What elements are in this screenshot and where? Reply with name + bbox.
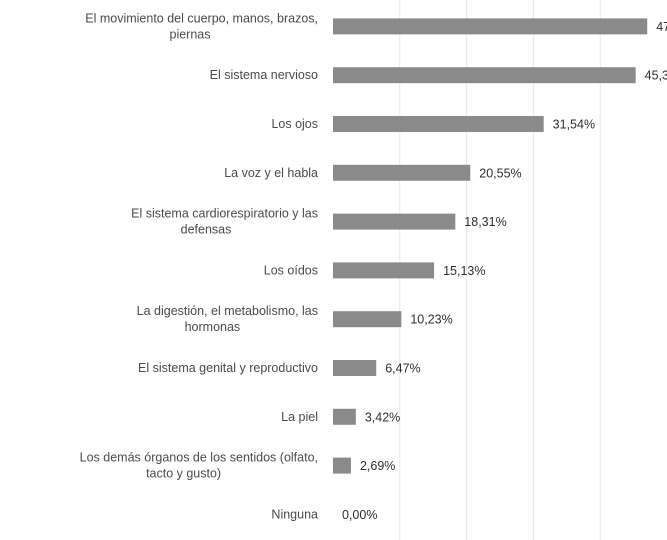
bar: [333, 164, 471, 181]
category-label: La voz y el habla: [224, 166, 318, 180]
category-label: El sistema genital y reproductivo: [138, 361, 318, 375]
category-label: El movimiento del cuerpo, manos, brazos,…: [85, 11, 318, 41]
bar: [333, 262, 435, 279]
category-label: Ninguna: [271, 507, 318, 521]
category-label: El sistema nervioso: [210, 68, 318, 82]
value-labels: 47,04% 45,31% 31,54% 20,55% 18,31% 15,13% 10,2…: [342, 20, 667, 522]
value-label: 2,69%: [360, 459, 395, 473]
bar: [333, 311, 402, 328]
value-label: 31,54%: [553, 118, 595, 132]
category-label: La digestión, el metabolismo, las hormona…: [137, 304, 318, 334]
value-label: 18,31%: [464, 215, 506, 229]
category-label: Los oídos: [264, 263, 318, 277]
value-label: 10,23%: [410, 313, 452, 327]
bar: [333, 67, 636, 84]
value-label: 0,00%: [342, 508, 377, 522]
value-label: 47,04%: [656, 20, 667, 34]
value-label: 3,42%: [365, 410, 400, 424]
bar: [333, 457, 351, 474]
category-label: Los demás órganos de los sentidos (olfat…: [80, 451, 318, 481]
category-label: La piel: [281, 410, 318, 424]
bar: [333, 18, 648, 35]
bar: [333, 116, 544, 132]
bar: [333, 360, 377, 376]
category-label: Los ojos: [271, 117, 318, 131]
value-label: 15,13%: [443, 264, 485, 278]
category-label: El sistema cardiorespiratorio y las defen…: [131, 207, 318, 237]
bar: [333, 408, 356, 425]
category-labels: El movimiento del cuerpo, manos, brazos,…: [80, 11, 318, 521]
bars: [333, 18, 648, 474]
bar: [333, 213, 456, 230]
value-label: 20,55%: [479, 166, 521, 180]
value-label: 45,31%: [645, 69, 667, 83]
value-label: 6,47%: [385, 362, 420, 376]
